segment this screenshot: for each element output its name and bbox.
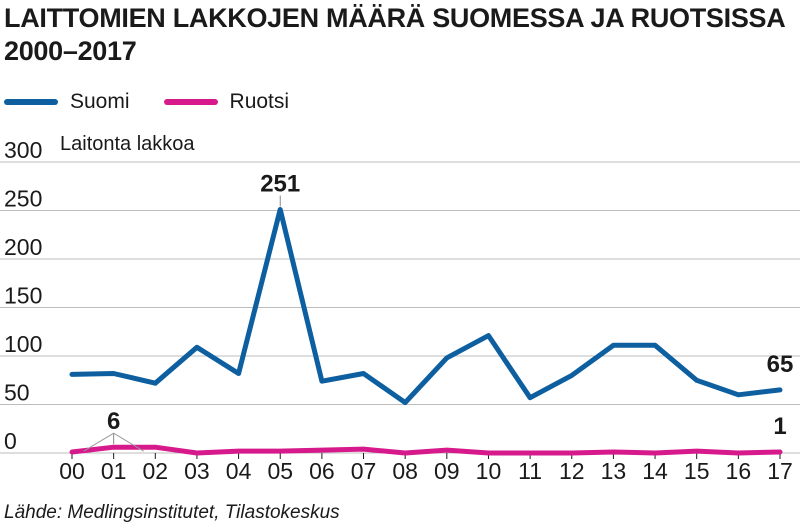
- chart-title: LAITTOMIEN LAKKOJEN MÄÄRÄ SUOMESSA JA RU…: [4, 3, 785, 66]
- data-label: 1: [773, 413, 786, 440]
- grid-lines: [0, 161, 800, 454]
- x-tick-label: 09: [434, 458, 460, 484]
- legend-swatch-ruotsi: [163, 99, 218, 105]
- y-tick-label: 300: [4, 137, 42, 163]
- annotation-bracket: [83, 432, 144, 452]
- y-tick-label: 200: [4, 234, 42, 260]
- x-tick-label: 15: [684, 458, 710, 484]
- x-tick-label: 16: [726, 458, 752, 484]
- series-line-ruotsi: [69, 444, 783, 456]
- x-tick-label: 17: [767, 458, 793, 484]
- data-label: 6: [107, 408, 120, 435]
- x-tick-label: 11: [518, 458, 542, 484]
- y-tick-label: 100: [4, 331, 42, 357]
- legend-item-suomi: Suomi: [4, 90, 130, 114]
- x-tick-label: 10: [476, 458, 502, 484]
- series-lines: [69, 207, 783, 456]
- x-tick-label: 14: [642, 458, 668, 484]
- legend: Suomi Ruotsi: [4, 88, 323, 116]
- x-tick-label: 05: [267, 458, 293, 484]
- y-axis-label: Laitonta lakkoa: [60, 133, 195, 155]
- x-tick-label: 08: [392, 458, 418, 484]
- x-tick-labels: 00 01 02 03 04 05 06 07 08 09 10 11 12 13 14 15 16 17: [59, 453, 793, 484]
- x-tick-label: 02: [142, 458, 168, 484]
- x-tick-label: 03: [184, 458, 210, 484]
- legend-label-suomi: Suomi: [70, 90, 130, 113]
- y-tick-label: 0: [4, 428, 17, 454]
- x-tick-label: 13: [601, 458, 627, 484]
- x-tick-label: 12: [559, 458, 585, 484]
- data-label: 251: [260, 171, 300, 198]
- x-tick-label: 04: [226, 458, 252, 484]
- x-tick-label: 00: [59, 458, 85, 484]
- y-tick-label: 250: [4, 186, 42, 212]
- legend-label-ruotsi: Ruotsi: [229, 90, 290, 113]
- series-line-suomi: [69, 207, 783, 406]
- y-tick-label: 50: [4, 380, 30, 406]
- y-tick-labels: 0 50 100 150 200 250 300: [4, 137, 42, 454]
- x-tick-label: 06: [309, 458, 335, 484]
- legend-swatch-suomi: [4, 99, 58, 105]
- legend-item-ruotsi: Ruotsi: [163, 90, 290, 114]
- x-tick-label: 01: [101, 458, 127, 484]
- x-tick-label: 07: [351, 458, 377, 484]
- y-tick-label: 150: [4, 283, 42, 309]
- data-label: 65: [767, 351, 794, 378]
- annotations: 251 65 6 1: [83, 171, 794, 452]
- source-note: Lähde: Medlingsinstitutet, Tilastokeskus: [4, 502, 340, 523]
